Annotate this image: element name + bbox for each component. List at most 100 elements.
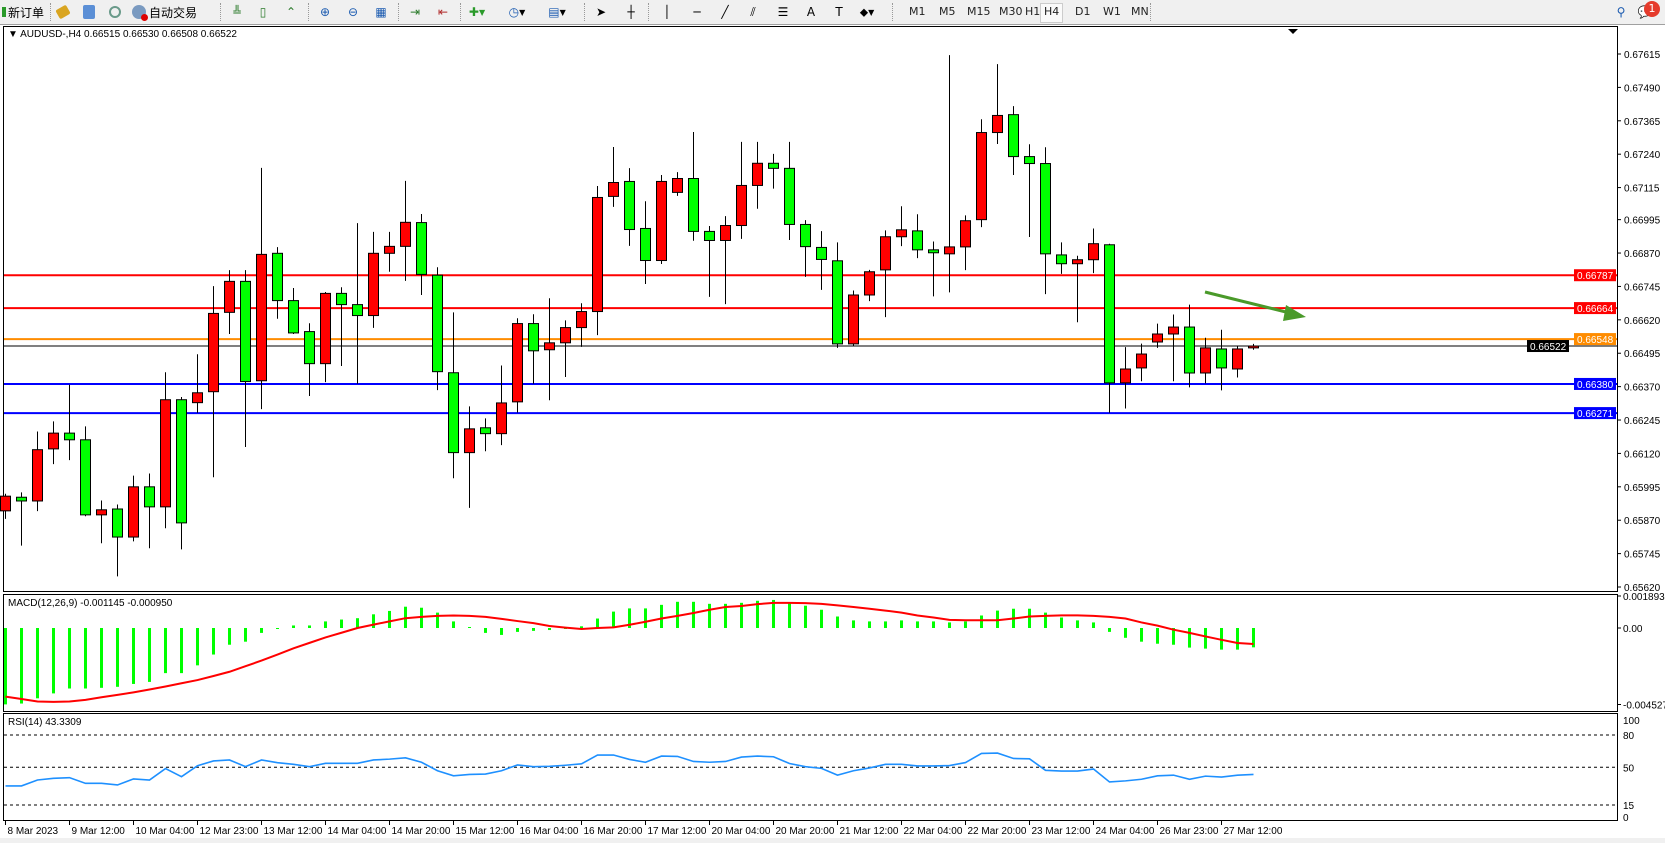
chart-shift-marker-icon[interactable] — [1288, 29, 1298, 34]
macd-panel: 0.001893 0.00 -0.004527 — [4, 592, 1665, 712]
cursor-button[interactable]: ➤ — [590, 2, 612, 22]
bullish-candle-body — [1232, 348, 1243, 370]
price-tick-label: 0.67365 — [1624, 117, 1661, 128]
bullish-candle-body — [48, 432, 59, 450]
bid-price-label: 0.66522 — [1530, 342, 1567, 353]
rsi-title: RSI(14) 43.3309 — [8, 717, 82, 728]
time-label: 17 Mar 12:00 — [648, 826, 707, 837]
timeframe-w1[interactable]: W1 — [1103, 5, 1121, 18]
text-label-button[interactable]: T — [828, 2, 850, 22]
vertical-line-icon: │ — [663, 5, 671, 19]
candle — [192, 354, 203, 413]
trendline-button[interactable]: ╱ — [714, 2, 736, 22]
timeframe-mn[interactable]: MN — [1131, 5, 1149, 18]
macd-histogram-bar — [180, 628, 183, 674]
timeframe-h4[interactable]: H4 — [1040, 3, 1064, 23]
bearish-candle-body — [448, 372, 459, 454]
timeframe-m30[interactable]: M30 — [999, 5, 1023, 18]
text-icon: A — [806, 5, 816, 19]
candle — [608, 146, 619, 207]
tile-windows-button[interactable]: ▦ — [370, 2, 392, 22]
timeframe-m15[interactable]: M15 — [967, 5, 991, 18]
equidistant-channel-button[interactable]: ⫽ — [742, 2, 764, 22]
candle — [160, 372, 171, 529]
price-label: 0.66380 — [1577, 380, 1614, 391]
macd-histogram-bar — [740, 602, 743, 628]
bearish-candle-body — [640, 227, 651, 262]
candlestick-button[interactable]: ▯ — [252, 2, 274, 22]
time-label: 9 Mar 12:00 — [72, 826, 126, 837]
macd-histogram-bar — [1204, 628, 1207, 649]
bearish-candle-body — [176, 399, 187, 524]
candle — [256, 167, 267, 410]
vertical-line-button[interactable]: │ — [656, 2, 678, 22]
data-window-button[interactable] — [78, 2, 100, 22]
macd-histogram-bar — [484, 628, 487, 633]
indicators-icon: ✚ — [468, 5, 479, 19]
timeframe-d1[interactable]: D1 — [1075, 5, 1091, 18]
macd-histogram-bar — [932, 621, 935, 628]
fibonacci-button[interactable]: ☰ — [772, 2, 794, 22]
bearish-candle-body — [1040, 163, 1051, 255]
bullish-candle-body — [96, 509, 107, 516]
timeframe-m1[interactable]: M1 — [909, 5, 926, 18]
macd-histogram-bar — [1252, 628, 1255, 648]
trendline-icon: ╱ — [721, 5, 729, 19]
candle — [400, 180, 411, 281]
bullish-candle-body — [736, 184, 747, 227]
timeframe-m5[interactable]: M5 — [939, 5, 956, 18]
macd-histogram-bar — [884, 621, 887, 628]
bearish-candle-body — [624, 180, 635, 231]
candle — [16, 492, 27, 546]
new-order-button[interactable]: 新订单 — [2, 2, 44, 22]
templates-button[interactable]: ▤ ▼ — [548, 5, 566, 19]
bullish-candle-body — [128, 486, 139, 538]
macd-title: MACD(12,26,9) -0.001145 -0.000950 — [8, 598, 173, 609]
candle — [176, 397, 187, 550]
separator — [398, 3, 400, 21]
macd-histogram-bar — [836, 616, 839, 628]
bearish-candle-body — [928, 249, 939, 254]
bullish-candle-body — [32, 449, 43, 502]
macd-histogram-bar — [1236, 628, 1239, 650]
line-chart-button[interactable]: ⌃ — [280, 2, 302, 22]
auto-trading-button[interactable]: 自动交易 — [132, 2, 197, 22]
bearish-candle-body — [704, 230, 715, 241]
arrows-button[interactable]: ⬥ ▼ — [859, 4, 875, 19]
timeframe-h1[interactable]: H1 — [1025, 5, 1041, 18]
periods-button[interactable]: ◷ ▼ — [508, 5, 526, 19]
macd-histogram-bar — [68, 628, 71, 689]
indicators-button[interactable]: ✚ ▼ — [468, 5, 486, 19]
bearish-candle-body — [1024, 156, 1035, 165]
candle — [848, 290, 859, 347]
rsi-tick-label: 0 — [1623, 813, 1629, 824]
bullish-candle-body — [160, 399, 171, 508]
candle — [464, 406, 475, 508]
zoom-out-button[interactable]: ⊖ — [342, 2, 364, 22]
candle — [752, 141, 763, 209]
text-label-icon: T — [835, 5, 843, 19]
search-button[interactable]: ⚲ — [1610, 2, 1632, 22]
bar-chart-button[interactable]: ╩ — [226, 2, 248, 22]
auto-trading-icon — [132, 5, 148, 21]
candle — [1200, 337, 1211, 384]
zoom-in-button[interactable]: ⊕ — [314, 2, 336, 22]
separator — [308, 3, 310, 21]
time-label: 26 Mar 23:00 — [1160, 826, 1219, 837]
candle — [704, 226, 715, 297]
chart-shift-button[interactable]: ⇤ — [432, 2, 454, 22]
macd-histogram-bar — [36, 628, 39, 699]
candle — [832, 242, 843, 348]
text-button[interactable]: A — [800, 2, 822, 22]
macd-histogram-bar — [660, 604, 663, 628]
candle — [576, 303, 587, 347]
rsi-panel-frame — [3, 713, 1618, 821]
bullish-candle-body — [1136, 353, 1147, 369]
separator — [892, 3, 894, 21]
auto-scroll-button[interactable]: ⇥ — [404, 2, 426, 22]
horizontal-line-button[interactable]: ─ — [686, 2, 708, 22]
macd-histogram-bar — [52, 628, 55, 694]
crosshair-button[interactable]: ┼ — [620, 2, 642, 22]
signals-button[interactable] — [104, 2, 126, 22]
